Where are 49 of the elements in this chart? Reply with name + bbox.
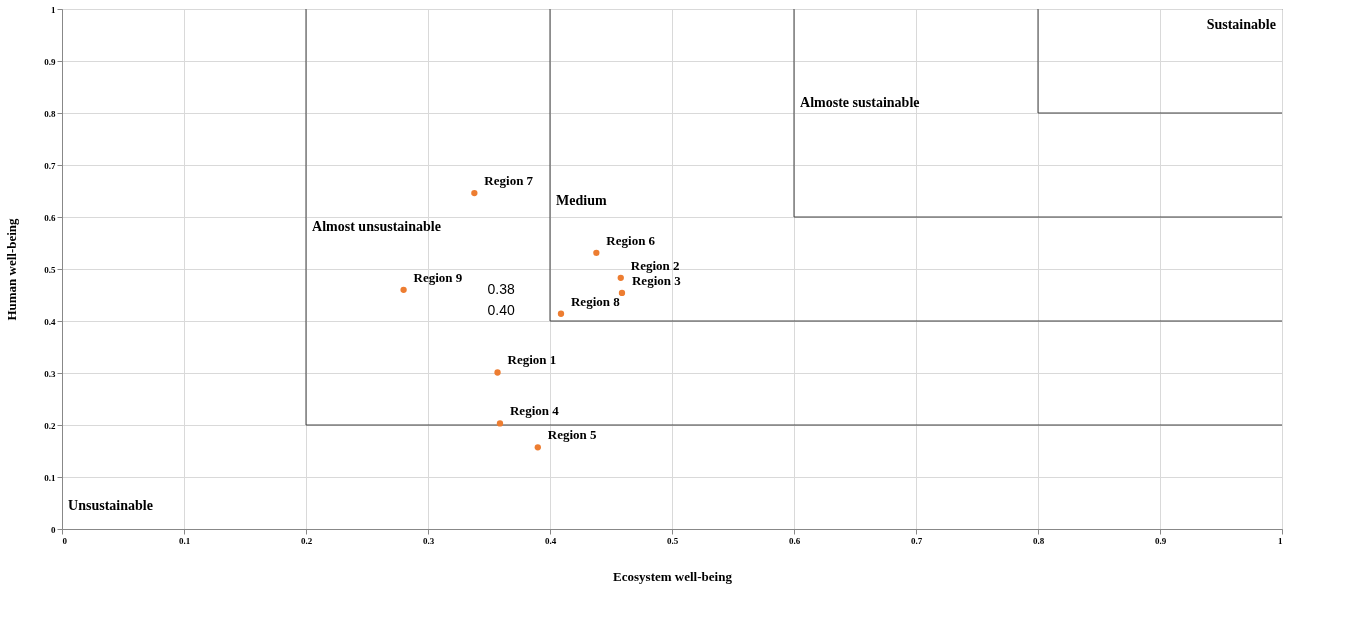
x-tick-label: 0.7 — [910, 535, 923, 546]
y-tick-label: 0.7 — [44, 160, 56, 171]
x-tick-label: 0.6 — [788, 535, 801, 546]
y-tick-label: 0.9 — [44, 56, 56, 67]
series-label: Region 8 — [570, 293, 621, 309]
annotation: Almoste sustainable — [800, 94, 920, 110]
annotation: Medium — [556, 193, 607, 209]
y-tick-label: 0.5 — [44, 264, 56, 275]
point — [400, 286, 407, 293]
annotation: Unsustainable — [68, 497, 153, 513]
annotation: Almost unsustainable — [312, 219, 441, 235]
series-label: Region 4 — [509, 403, 560, 419]
point — [534, 444, 541, 451]
point — [593, 249, 600, 257]
y-tick-label: 1 — [51, 4, 56, 15]
series-label: Region 7 — [484, 173, 534, 189]
series-label: Region 2 — [630, 257, 680, 273]
y-tick-label: 0.6 — [44, 212, 56, 223]
x-tick-label: 0.1 — [178, 535, 191, 546]
point — [617, 274, 624, 281]
y-tick-label: 0.2 — [44, 420, 56, 431]
annotation: 0.40 — [487, 301, 516, 318]
x-tick-label: 0 — [62, 535, 68, 546]
point — [557, 310, 565, 317]
series-label: Region 9 — [413, 269, 463, 285]
x-tick-label: 0.3 — [422, 535, 435, 546]
point — [496, 420, 504, 427]
x-tick-label: 0.4 — [544, 535, 557, 546]
series-label: Region 3 — [631, 272, 682, 288]
x-axis-title: Ecosystem well-being — [613, 568, 733, 584]
x-tick-label: 0.8 — [1032, 535, 1045, 546]
series-label: Region 6 — [606, 232, 656, 248]
y-axis-title: Human well-being — [4, 217, 20, 321]
series-label: Region 1 — [507, 352, 557, 368]
x-tick-label: 0.2 — [300, 535, 313, 546]
y-tick-label: 0.1 — [44, 472, 56, 483]
annotation: 0.38 — [487, 280, 516, 297]
annotation: Sustainable — [1206, 16, 1276, 32]
x-tick-label: 0.5 — [666, 535, 679, 546]
point — [618, 289, 626, 297]
point — [471, 189, 478, 197]
y-tick-label: 0.3 — [44, 368, 56, 379]
y-tick-label: 0.4 — [44, 316, 56, 327]
x-tick-label: 1 — [1278, 535, 1283, 546]
x-tick-label: 0.9 — [1154, 535, 1167, 546]
y-tick-label: 0 — [51, 524, 56, 535]
point — [494, 369, 501, 376]
series-label: Region 5 — [547, 427, 598, 443]
y-tick-label: 0.8 — [44, 108, 56, 119]
